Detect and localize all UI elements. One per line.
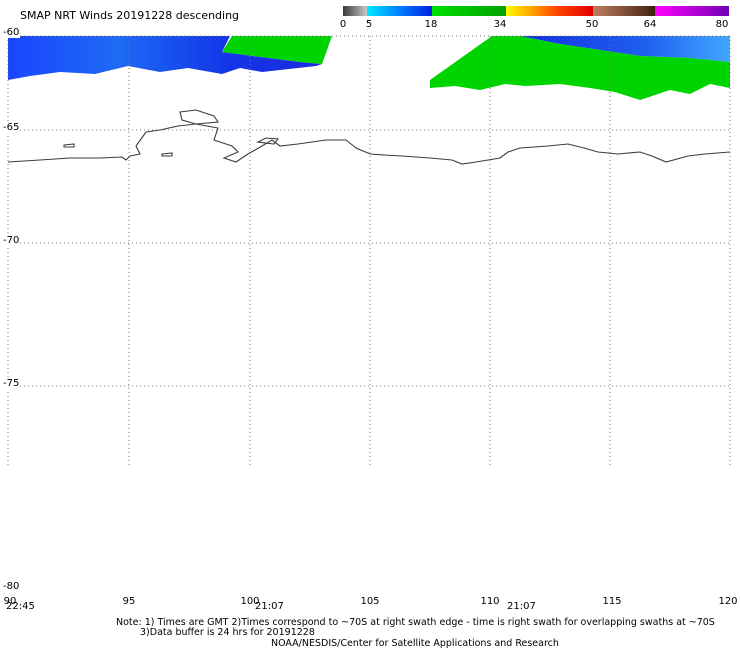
lon-label: 105 [360, 596, 380, 607]
swath-time-label: 22:45 [6, 601, 35, 612]
swath-time-label: 21:07 [507, 601, 536, 612]
lon-label: 120 [718, 596, 738, 607]
graticule [7, 35, 731, 465]
blue-wind-swath-right [520, 36, 730, 62]
lon-label: 95 [122, 596, 136, 607]
note-line-1: Note: 1) Times are GMT 2)Times correspon… [116, 617, 715, 628]
colorbar-tick: 18 [424, 19, 438, 30]
antarctic-coastline [7, 109, 731, 165]
lat-label: -75 [2, 378, 21, 389]
colorbar-tick: 0 [339, 19, 347, 30]
lat-label: -60 [2, 27, 21, 38]
lon-label: 115 [602, 596, 622, 607]
colorbar-tick: 5 [365, 19, 373, 30]
green-wind-swath-right [430, 36, 730, 100]
lat-label: -80 [2, 581, 21, 592]
map-title: SMAP NRT Winds 20191228 descending [20, 9, 240, 22]
colorbar-gradient [343, 6, 729, 16]
swath-time-label: 21:07 [255, 601, 284, 612]
colorbar-tick: 34 [493, 19, 507, 30]
note-line-2: 3)Data buffer is 24 hrs for 20191228 [140, 627, 315, 638]
lon-label: 100 [240, 596, 260, 607]
lon-label: 110 [480, 596, 500, 607]
lat-label: -65 [2, 122, 21, 133]
colorbar-tick: 64 [643, 19, 657, 30]
colorbar-tick: 50 [585, 19, 599, 30]
lon-label: 90 [3, 596, 17, 607]
credit-line: NOAA/NESDIS/Center for Satellite Applica… [271, 638, 559, 649]
wind-speed-colorbar [343, 6, 729, 16]
colorbar-tick: 80 [715, 19, 729, 30]
blue-wind-swath-left [8, 36, 322, 80]
green-wind-swath-left [222, 36, 332, 64]
lat-label: -70 [2, 235, 21, 246]
